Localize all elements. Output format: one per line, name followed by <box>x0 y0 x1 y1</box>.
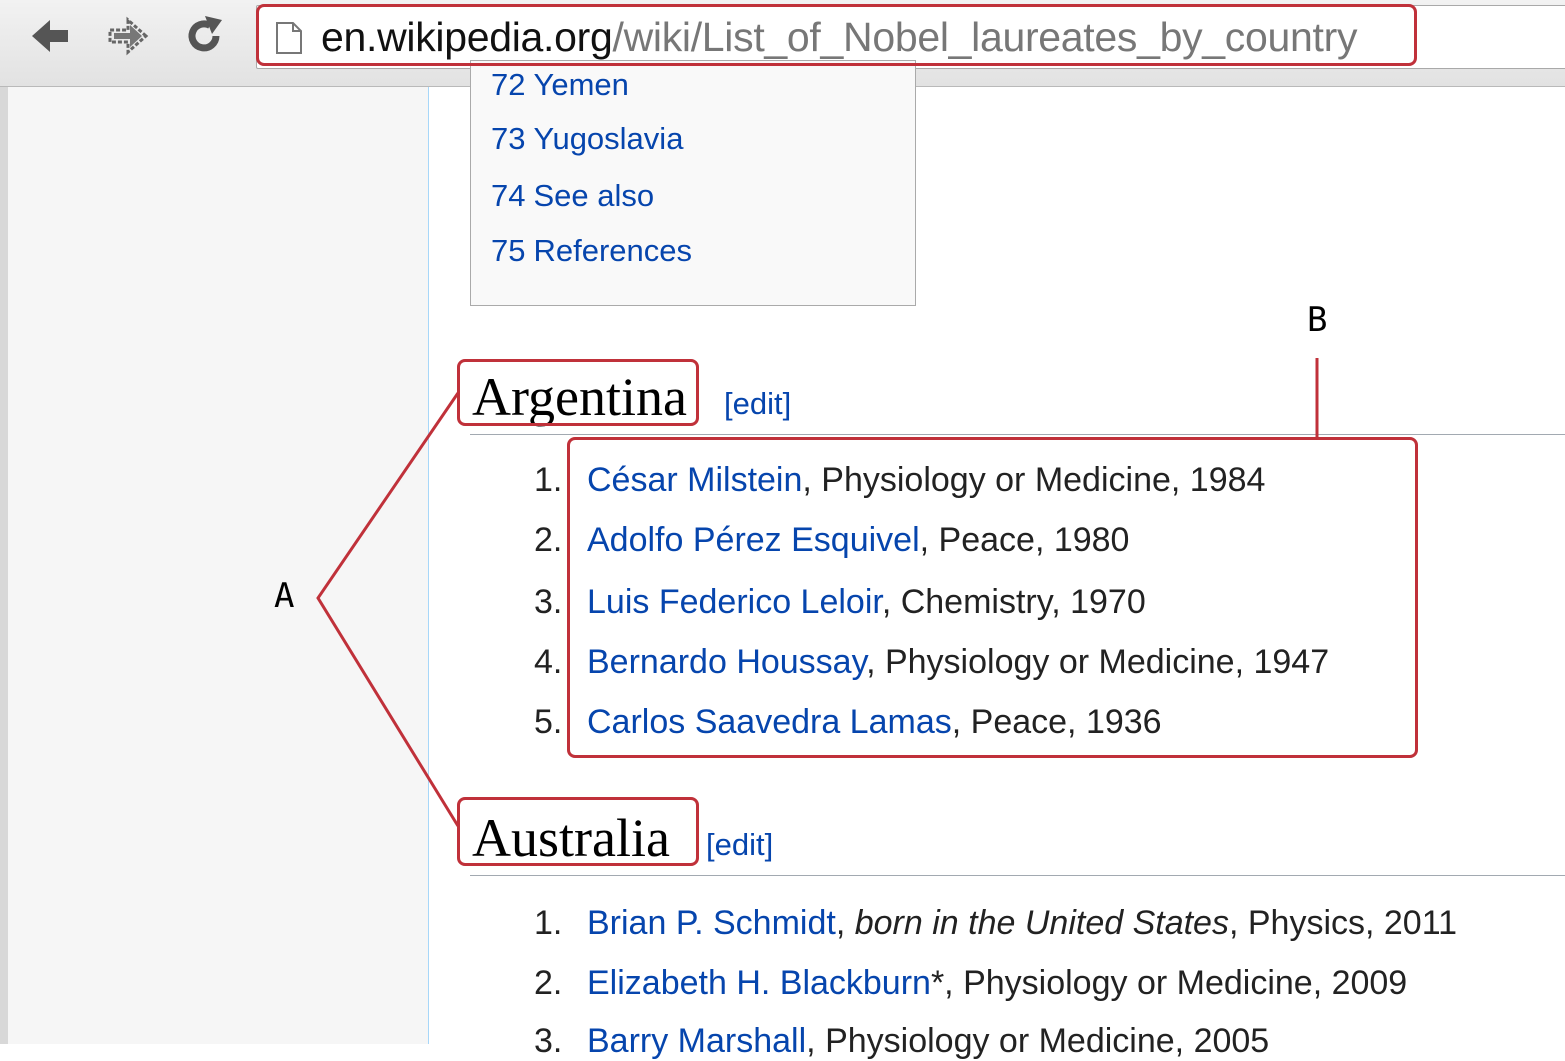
table-of-contents: 72 Yemen 73 Yugoslavia 74 See also 75 Refer… <box>470 60 916 306</box>
laureate-detail: , Physiology or Medicine, 2005 <box>806 1022 1270 1060</box>
toc-label: See also <box>533 178 655 213</box>
annotation-box-url <box>256 4 1417 66</box>
toc-item-yemen[interactable]: 72 Yemen <box>491 67 629 102</box>
laureate-link[interactable]: Adolfo Pérez Esquivel <box>587 521 920 559</box>
annotation-label-b: B <box>1307 300 1328 340</box>
toc-item-see-also[interactable]: 74 See also <box>491 178 654 214</box>
toc-number: 75 <box>491 233 526 268</box>
wiki-sidebar <box>0 87 429 1044</box>
list-number: 4. <box>534 643 563 681</box>
laureate-note: born in the United States <box>854 904 1229 942</box>
laureate-link[interactable]: Bernardo Houssay <box>587 643 867 681</box>
annotation-box-list <box>567 437 1418 758</box>
list-number: 3. <box>534 1022 563 1060</box>
toc-item-references[interactable]: 75 References <box>491 233 692 269</box>
laureate-detail: , Physiology or Medicine, 1947 <box>866 643 1330 681</box>
laureate-link[interactable]: Elizabeth H. Blackburn <box>587 964 931 1002</box>
forward-arrow-icon <box>108 16 149 56</box>
laureate-detail: , Chemistry, 1970 <box>881 583 1146 621</box>
url-text: en.wikipedia.org/wiki/List_of_Nobel_laur… <box>321 12 1357 62</box>
list-number: 5. <box>534 703 563 741</box>
back-button[interactable] <box>26 12 74 60</box>
list-number: 2. <box>534 964 563 1002</box>
heading-rule <box>470 434 1565 435</box>
url-path: /wiki/List_of_Nobel_laureates_by_country <box>612 14 1358 60</box>
list-item: Barry Marshall, Physiology or Medicine, … <box>587 1021 1269 1061</box>
back-arrow-icon <box>32 20 68 52</box>
list-item: Brian P. Schmidt, born in the United Sta… <box>587 903 1457 943</box>
annotation-box-argentina <box>457 359 699 426</box>
laureate-detail: , Peace, 1980 <box>919 521 1130 559</box>
laureate-link[interactable]: Luis Federico Leloir <box>587 583 882 621</box>
reload-button[interactable] <box>180 12 228 60</box>
toc-number: 74 <box>491 178 526 213</box>
laureate-separator: , <box>835 904 855 942</box>
annotation-label-a: A <box>274 576 295 616</box>
list-item: Adolfo Pérez Esquivel, Peace, 1980 <box>587 520 1129 560</box>
window-edge <box>0 87 8 1044</box>
laureate-link[interactable]: César Milstein <box>587 461 803 499</box>
list-number: 1. <box>534 461 563 499</box>
laureate-detail: , Physiology or Medicine, 1984 <box>802 461 1266 499</box>
toc-number: 73 <box>491 121 526 156</box>
reload-icon <box>188 16 222 52</box>
list-item: Luis Federico Leloir, Chemistry, 1970 <box>587 582 1146 622</box>
laureate-link[interactable]: Barry Marshall <box>587 1022 807 1060</box>
list-number: 2. <box>534 521 563 559</box>
section-heading-argentina: Argentina <box>472 367 687 427</box>
annotation-box-australia <box>457 797 699 866</box>
heading-rule <box>470 875 1565 876</box>
list-item: Elizabeth H. Blackburn*, Physiology or M… <box>587 963 1407 1003</box>
edit-link-argentina[interactable]: [edit] <box>724 386 792 421</box>
section-heading-australia: Australia <box>472 808 670 868</box>
url-host: en.wikipedia.org <box>321 14 613 60</box>
toc-item-yugoslavia[interactable]: 73 Yugoslavia <box>491 121 683 157</box>
laureate-detail: , Peace, 1936 <box>951 703 1162 741</box>
forward-button[interactable] <box>104 12 152 60</box>
toc-label: Yugoslavia <box>533 121 684 156</box>
page-icon <box>276 22 302 54</box>
laureate-link[interactable]: Carlos Saavedra Lamas <box>587 703 952 741</box>
list-number: 3. <box>534 583 563 621</box>
laureate-detail: , Physics, 2011 <box>1228 904 1458 942</box>
list-item: César Milstein, Physiology or Medicine, … <box>587 460 1265 500</box>
laureate-link[interactable]: Brian P. Schmidt <box>587 904 836 942</box>
list-item: Carlos Saavedra Lamas, Peace, 1936 <box>587 702 1162 742</box>
toc-label: References <box>533 233 693 268</box>
laureate-detail: *, Physiology or Medicine, 2009 <box>930 964 1408 1002</box>
edit-link-australia[interactable]: [edit] <box>706 827 774 862</box>
list-item: Bernardo Houssay, Physiology or Medicine… <box>587 642 1329 682</box>
list-number: 1. <box>534 904 563 942</box>
